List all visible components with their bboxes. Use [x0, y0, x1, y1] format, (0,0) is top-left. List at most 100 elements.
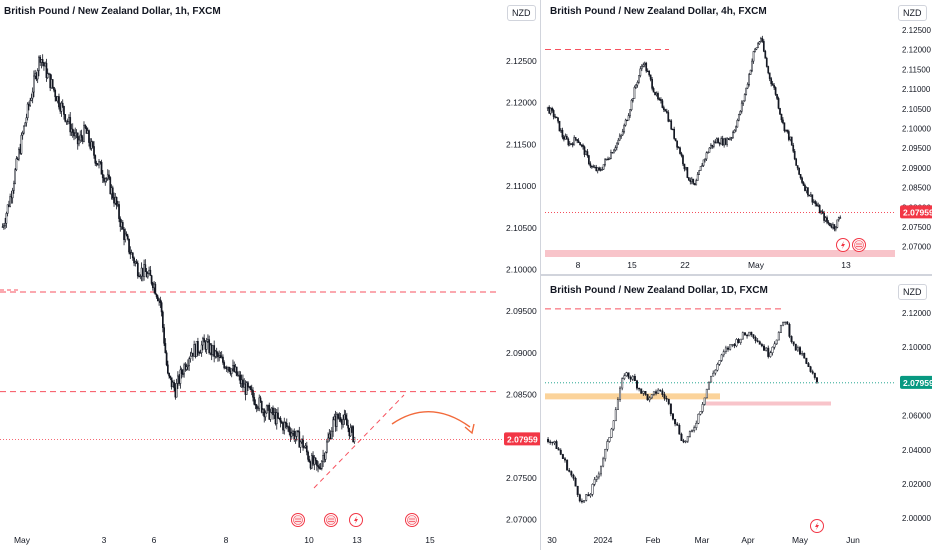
candle[interactable] — [631, 375, 634, 382]
candle[interactable] — [705, 388, 708, 399]
candle[interactable] — [639, 66, 642, 78]
candle[interactable] — [758, 41, 761, 45]
candle[interactable] — [546, 106, 549, 112]
candle[interactable] — [549, 439, 552, 445]
candle[interactable] — [588, 154, 590, 166]
candle[interactable] — [553, 440, 556, 446]
candle[interactable] — [156, 294, 159, 302]
candle[interactable] — [602, 456, 605, 468]
dividend-icon[interactable] — [810, 519, 824, 533]
candle[interactable] — [84, 124, 87, 129]
candle[interactable] — [580, 144, 583, 148]
candle[interactable] — [790, 136, 793, 146]
candle[interactable] — [557, 117, 559, 124]
candle[interactable] — [205, 337, 208, 355]
candle[interactable] — [608, 437, 611, 443]
chart-canvas-1d[interactable]: 2.120002.100002.080002.060002.040002.020… — [541, 276, 932, 550]
candle[interactable] — [773, 83, 775, 90]
candle[interactable] — [320, 460, 323, 471]
candle[interactable] — [563, 134, 565, 142]
candle[interactable] — [735, 125, 737, 133]
candle[interactable] — [302, 435, 304, 451]
candle[interactable] — [265, 404, 268, 414]
candle[interactable] — [776, 93, 778, 100]
chart-panel-4h[interactable]: British Pound / New Zealand Dollar, 4h, … — [541, 0, 932, 274]
candle[interactable] — [620, 134, 623, 139]
candle[interactable] — [53, 86, 55, 93]
candle[interactable] — [802, 181, 805, 187]
candle[interactable] — [203, 334, 206, 343]
candle[interactable] — [668, 119, 671, 122]
candle[interactable] — [708, 147, 711, 153]
candle[interactable] — [585, 494, 588, 502]
projection-arrow-curve[interactable] — [391, 411, 471, 428]
candle[interactable] — [164, 338, 167, 354]
candle[interactable] — [551, 441, 554, 446]
candle[interactable] — [684, 440, 687, 444]
candle[interactable] — [737, 113, 740, 122]
candle[interactable] — [720, 136, 723, 145]
candle[interactable] — [645, 61, 648, 73]
candle[interactable] — [185, 363, 188, 371]
candle[interactable] — [703, 397, 706, 406]
candle[interactable] — [104, 177, 107, 186]
candle[interactable] — [667, 110, 670, 123]
candle[interactable] — [638, 75, 640, 84]
candle[interactable] — [740, 100, 743, 114]
candle[interactable] — [754, 335, 757, 344]
candle[interactable] — [661, 388, 664, 397]
candle[interactable] — [623, 123, 626, 134]
projection-arrow-head[interactable] — [464, 423, 475, 435]
candle[interactable] — [830, 223, 833, 229]
earnings-icon[interactable] — [405, 513, 419, 527]
candle[interactable] — [764, 49, 767, 59]
candle[interactable] — [83, 121, 85, 143]
candle[interactable] — [228, 366, 231, 372]
candle[interactable] — [547, 437, 550, 444]
candle[interactable] — [696, 172, 699, 181]
candle[interactable] — [100, 159, 103, 175]
candle[interactable] — [260, 400, 263, 414]
candle[interactable] — [295, 430, 298, 442]
candle[interactable] — [805, 186, 808, 194]
candle[interactable] — [346, 412, 348, 426]
candle[interactable] — [659, 389, 662, 393]
candle[interactable] — [695, 420, 698, 431]
candle[interactable] — [574, 137, 577, 142]
candle[interactable] — [821, 209, 824, 215]
candle[interactable] — [786, 129, 789, 134]
candle[interactable] — [790, 335, 793, 344]
candle[interactable] — [629, 375, 632, 383]
candle[interactable] — [180, 367, 183, 379]
candle[interactable] — [128, 238, 130, 255]
candle[interactable] — [272, 405, 274, 420]
candle[interactable] — [710, 143, 712, 150]
candle[interactable] — [805, 357, 808, 365]
candle[interactable] — [680, 432, 683, 442]
candle[interactable] — [573, 135, 576, 146]
candle[interactable] — [108, 170, 110, 180]
candle[interactable] — [353, 436, 356, 444]
candle[interactable] — [651, 77, 653, 91]
candle[interactable] — [807, 362, 810, 368]
candle[interactable] — [561, 127, 564, 140]
candle[interactable] — [88, 129, 90, 147]
candle[interactable] — [51, 79, 54, 89]
candle[interactable] — [189, 351, 192, 363]
candle[interactable] — [829, 222, 831, 227]
current-price-label[interactable]: 2.07959 — [504, 432, 540, 446]
candle[interactable] — [815, 201, 818, 207]
candle[interactable] — [750, 331, 753, 337]
candle[interactable] — [576, 139, 578, 144]
candle[interactable] — [669, 403, 672, 417]
candle[interactable] — [583, 500, 586, 504]
candle[interactable] — [593, 164, 596, 169]
candle[interactable] — [552, 108, 555, 120]
candle[interactable] — [803, 352, 806, 359]
candle[interactable] — [587, 492, 590, 497]
candle[interactable] — [770, 76, 773, 87]
candle[interactable] — [701, 402, 704, 414]
candle[interactable] — [294, 430, 297, 444]
earnings-icon[interactable] — [324, 513, 338, 527]
candle[interactable] — [222, 354, 224, 365]
